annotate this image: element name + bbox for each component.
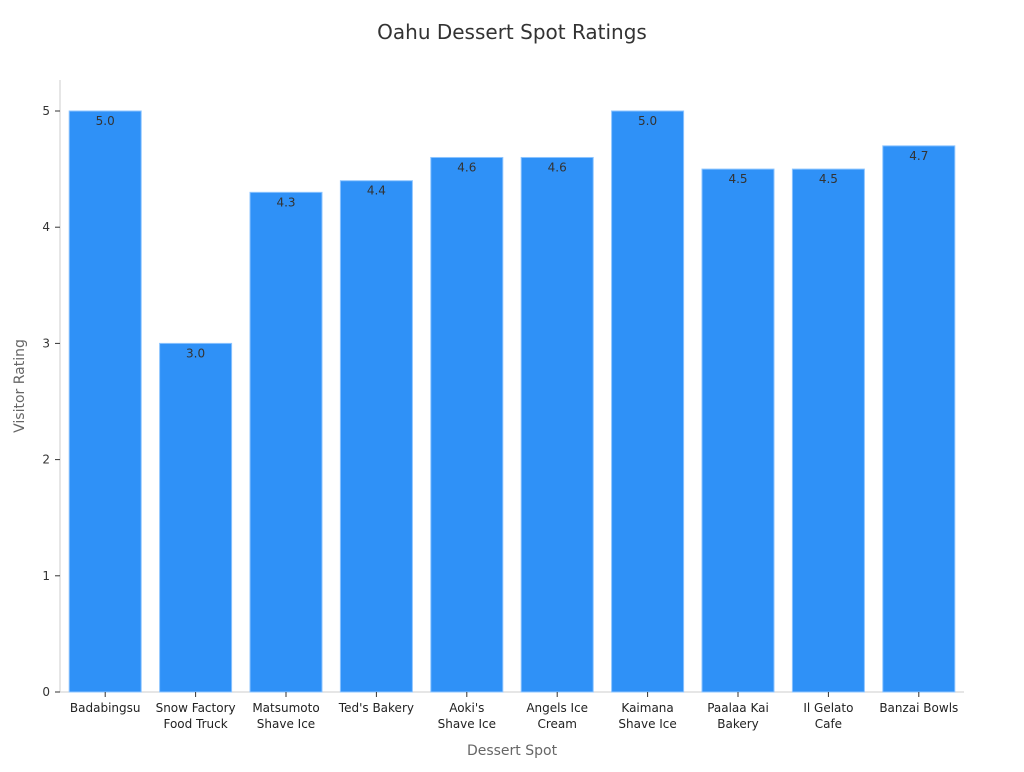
bar bbox=[882, 145, 956, 693]
bar bbox=[520, 156, 594, 693]
x-tick-label: Matsumoto bbox=[252, 701, 319, 715]
x-tick-label: Shave Ice bbox=[438, 717, 496, 731]
x-tick-label: Paalaa Kai bbox=[707, 701, 769, 715]
y-tick-label: 3 bbox=[42, 336, 50, 350]
bar bbox=[249, 191, 323, 693]
y-tick-label: 1 bbox=[42, 569, 50, 583]
data-label: 4.6 bbox=[457, 160, 476, 174]
bar bbox=[339, 180, 413, 693]
y-tick-label: 4 bbox=[42, 220, 50, 234]
x-axis-label: Dessert Spot bbox=[467, 743, 558, 759]
x-tick-label: Food Truck bbox=[163, 717, 227, 731]
chart-title: Oahu Dessert Spot Ratings bbox=[377, 20, 647, 44]
x-tick-label: Cafe bbox=[815, 717, 842, 731]
data-label: 4.3 bbox=[276, 195, 295, 209]
x-tick-label: Snow Factory bbox=[156, 701, 236, 715]
x-tick-label: Angels Ice bbox=[526, 701, 588, 715]
x-tick-label: Kaimana bbox=[621, 701, 673, 715]
x-tick-label: Il Gelato bbox=[803, 701, 853, 715]
x-tick-label: Ted's Bakery bbox=[338, 701, 414, 715]
y-axis-label: Visitor Rating bbox=[12, 339, 28, 433]
x-tick-label: Cream bbox=[537, 717, 576, 731]
bar bbox=[430, 156, 504, 693]
data-label: 4.5 bbox=[728, 172, 747, 186]
x-tick-label: Shave Ice bbox=[618, 717, 676, 731]
data-label: 4.4 bbox=[367, 184, 386, 198]
y-tick-label: 0 bbox=[42, 685, 50, 699]
data-label: 5.0 bbox=[96, 114, 115, 128]
data-label: 4.7 bbox=[909, 149, 928, 163]
data-label: 4.6 bbox=[548, 160, 567, 174]
y-tick-label: 5 bbox=[42, 104, 50, 118]
bar bbox=[159, 342, 233, 693]
x-tick-label: Shave Ice bbox=[257, 717, 315, 731]
bar bbox=[701, 168, 775, 693]
bar bbox=[68, 110, 142, 693]
y-tick-label: 2 bbox=[42, 453, 50, 467]
data-label: 4.5 bbox=[819, 172, 838, 186]
x-tick-label: Badabingsu bbox=[70, 701, 141, 715]
data-label: 5.0 bbox=[638, 114, 657, 128]
bar bbox=[791, 168, 865, 693]
x-tick-label: Bakery bbox=[717, 717, 759, 731]
data-label: 3.0 bbox=[186, 346, 205, 360]
x-tick-label: Banzai Bowls bbox=[879, 701, 958, 715]
bar bbox=[611, 110, 685, 693]
x-tick-label: Aoki's bbox=[449, 701, 484, 715]
